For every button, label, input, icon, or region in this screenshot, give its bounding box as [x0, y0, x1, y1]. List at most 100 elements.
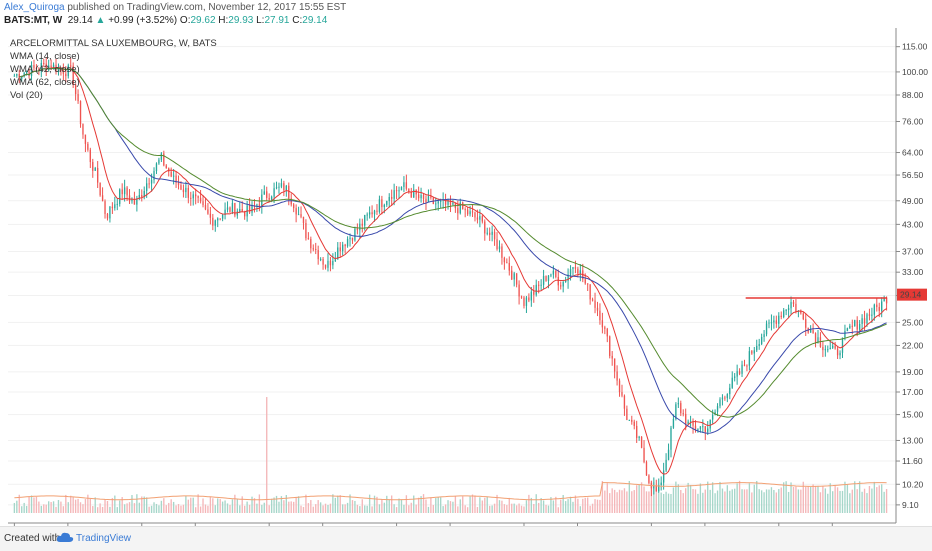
candle-body	[849, 325, 851, 329]
candle-body	[572, 267, 574, 270]
tradingview-brand[interactable]: TradingView	[76, 533, 132, 544]
candle-body	[285, 185, 288, 191]
volume-bar	[489, 505, 491, 513]
candle-body	[858, 323, 861, 330]
candle-body	[295, 208, 297, 215]
y-tick-label: 13.00	[902, 435, 924, 445]
candle-body	[163, 153, 165, 166]
candle-body	[197, 196, 199, 198]
candle-body	[38, 69, 40, 71]
candle-body	[535, 284, 537, 295]
candle-body	[555, 270, 557, 277]
volume-bar	[464, 505, 466, 513]
volume-bar	[337, 495, 339, 513]
volume-bar	[763, 492, 765, 513]
candle-body	[645, 461, 648, 476]
volume-bar	[479, 497, 481, 513]
volume-bar	[400, 499, 403, 513]
volume-bar	[192, 497, 194, 513]
candle-body	[827, 349, 829, 351]
candle-body	[476, 217, 479, 220]
volume-bar	[38, 501, 40, 513]
high-label: H:	[218, 15, 229, 26]
volume-bar	[670, 493, 672, 513]
volume-bar	[560, 499, 562, 513]
candle-body	[440, 200, 442, 202]
candle-body	[809, 329, 812, 333]
candle-body	[403, 182, 405, 187]
price-chart[interactable]: 115.00 100.00 88.00 76.00 64.00 56.50 49.00 43.…	[0, 28, 932, 526]
volume-bar	[442, 506, 444, 513]
candle-body	[631, 419, 633, 422]
candle-body	[170, 171, 172, 177]
candle-body	[765, 323, 768, 335]
candle-body	[361, 223, 363, 226]
volume-bar	[846, 484, 849, 513]
candle-body	[84, 134, 87, 144]
volume-bar	[883, 491, 885, 513]
volume-bar	[484, 497, 486, 513]
candle-body	[87, 143, 89, 150]
candle-body	[317, 250, 319, 260]
volume-bar	[626, 491, 628, 513]
volume-bar	[731, 489, 733, 513]
candle-body	[136, 198, 138, 205]
last-price-label: 29.14	[900, 290, 922, 300]
candle-body	[741, 364, 743, 374]
volume-bar	[503, 504, 506, 513]
volume-bar	[743, 489, 746, 513]
published-text: published on TradingView.com, November 1…	[67, 2, 347, 13]
candle-body	[525, 297, 528, 306]
candle-body	[564, 280, 567, 282]
candle-body	[574, 267, 577, 269]
volume-bar	[861, 491, 863, 513]
candle-body	[278, 186, 280, 188]
candle-body	[503, 257, 506, 263]
volume-bar	[797, 489, 800, 513]
volume-bar	[410, 502, 412, 513]
volume-bar	[447, 500, 449, 513]
candle-body	[89, 149, 91, 163]
candle-body	[195, 194, 197, 197]
volume-bar	[290, 501, 292, 513]
candle-body	[425, 198, 427, 203]
candle-body	[567, 274, 569, 281]
candle-body	[65, 73, 67, 77]
volume-bar	[258, 494, 261, 513]
candle-body	[359, 223, 361, 231]
volume-bar	[361, 499, 363, 513]
volume-bar	[827, 493, 829, 513]
candle-body	[226, 207, 229, 210]
candle-body	[133, 199, 136, 205]
volume-bar	[432, 505, 435, 513]
candle-body	[248, 205, 251, 213]
volume-bar	[841, 490, 844, 513]
candle-body	[846, 328, 849, 331]
volume-bar	[812, 484, 814, 513]
candle-body	[866, 314, 868, 324]
volume-bar	[704, 489, 706, 513]
volume-bar	[172, 501, 175, 513]
candle-body	[621, 392, 623, 396]
candle-body	[557, 276, 559, 286]
y-tick-label: 22.00	[902, 340, 924, 350]
volume-bar	[633, 490, 635, 513]
candle-body	[452, 202, 454, 205]
volume-bar	[327, 504, 329, 513]
candle-body	[618, 380, 621, 393]
author-link[interactable]: Alex_Quiroga	[4, 2, 65, 13]
volume-bar	[187, 499, 189, 513]
candle-body	[662, 470, 665, 483]
candle-body	[256, 204, 258, 206]
volume-bar	[70, 495, 72, 513]
volume-bar	[790, 482, 792, 513]
candle-body	[109, 206, 111, 219]
candle-body	[290, 198, 292, 205]
volume-bar	[476, 507, 479, 513]
volume-bar	[425, 499, 427, 513]
candle-body	[466, 209, 469, 215]
volume-bar	[155, 503, 158, 513]
legend-wma-42: WMA (42, close)	[10, 64, 80, 75]
volume-bar	[802, 481, 804, 513]
volume-bar	[18, 494, 20, 513]
